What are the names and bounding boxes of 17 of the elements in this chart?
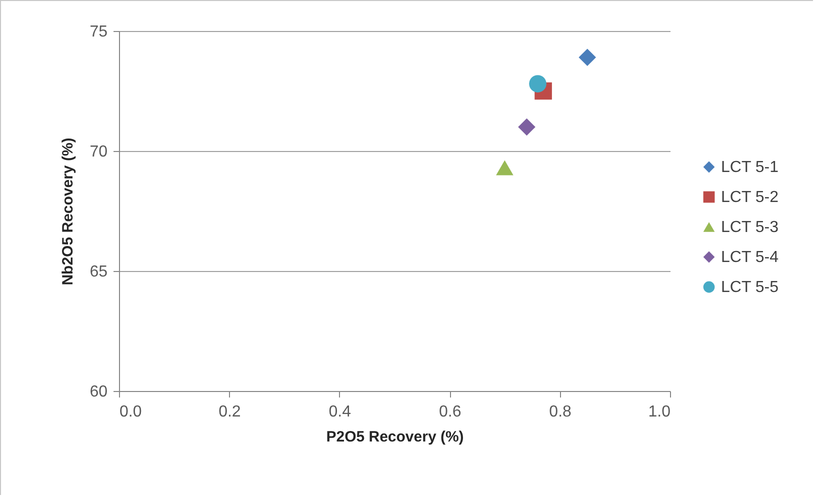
x-axis-title: P2O5 Recovery (%) <box>326 428 464 446</box>
x-tick-label: 0.0 <box>120 404 142 420</box>
x-tick-label: 0.4 <box>328 404 352 420</box>
y-tick-label: 60 <box>90 384 108 400</box>
x-tick-label: 0.6 <box>438 404 462 420</box>
y-axis-title: Nb2O5 Recovery (%) <box>60 138 77 286</box>
x-tick-label: 1.0 <box>648 404 671 420</box>
legend-label: LCT 5-5 <box>721 279 779 296</box>
legend-label: LCT 5-4 <box>721 249 779 266</box>
y-tick-label: 70 <box>90 144 108 160</box>
y-tick-label: 75 <box>90 24 108 40</box>
legend-label: LCT 5-1 <box>721 159 779 176</box>
x-tick-label: 0.8 <box>549 404 572 420</box>
y-tick-label: 65 <box>90 264 108 280</box>
x-tick-label: 0.2 <box>218 404 241 420</box>
legend-label: LCT 5-3 <box>721 219 779 236</box>
legend-label: LCT 5-2 <box>721 189 779 206</box>
